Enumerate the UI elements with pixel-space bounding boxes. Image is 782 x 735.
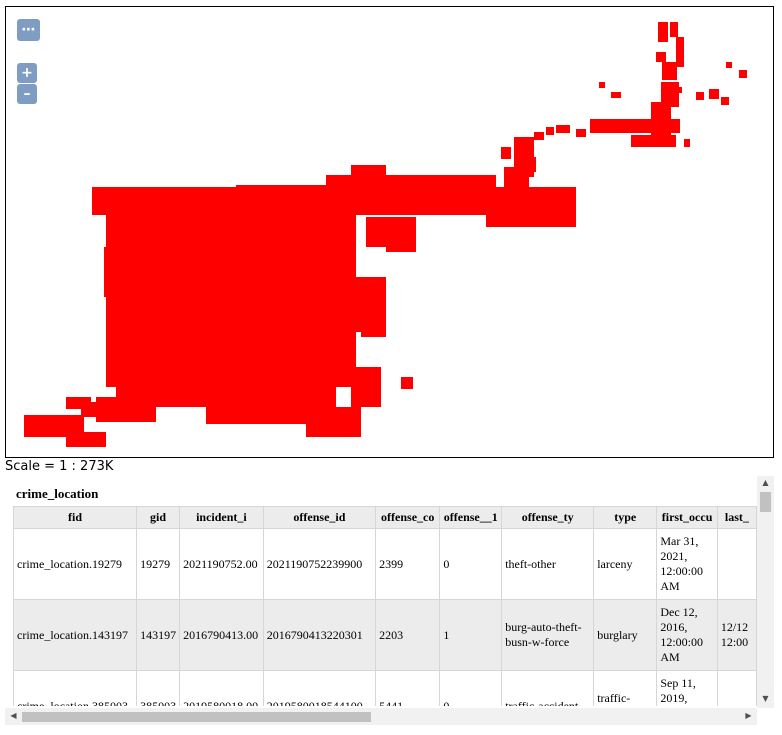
zoom-out-button[interactable]: – [17,84,37,104]
cell-offense-id: 2021190752239900 [262,528,377,600]
cell-fid: crime_location.19279 [13,528,138,600]
attribute-table-viewport[interactable]: fid gid incident_i offense_id offense_co… [13,506,757,706]
cell-type: traffic-accident [593,670,658,706]
horizontal-scroll-thumb[interactable] [22,712,371,722]
cell-offense-1: 0 [439,528,503,600]
cell-offense-type: theft-other [501,528,595,600]
table-header-row: fid gid incident_i offense_id offense_co… [13,506,757,529]
column-header-offense-type[interactable]: offense_ty [501,506,595,529]
cell-first-occurrence: Sep 11, 2019, 12:00:00 AM [656,670,718,706]
cell-offense-id: 2019580018544100 [262,670,377,706]
attribute-table: fid gid incident_i offense_id offense_co… [13,506,757,706]
table-row[interactable]: crime_location.385003 385003 2019580018.… [13,670,757,706]
cell-first-occurrence: Mar 31, 2021, 12:00:00 AM [656,528,718,600]
cell-fid: crime_location.385003 [13,670,138,706]
column-header-last[interactable]: last_ [716,506,757,529]
horizontal-scrollbar[interactable]: ◀ ▶ [5,708,757,725]
column-header-offense-1[interactable]: offense__1 [439,506,503,529]
cell-offense-code: 2203 [375,599,441,671]
scroll-up-arrow-icon[interactable]: ▲ [762,478,769,487]
vertical-scrollbar[interactable]: ▲ ▼ [757,476,774,708]
scroll-right-arrow-icon[interactable]: ▶ [745,711,752,720]
cell-incident: 2021190752.00 [179,528,264,600]
cell-offense-code: 2399 [375,528,441,600]
layers-menu-button[interactable]: ⋯ [17,19,40,41]
map-view[interactable]: ⋯ + – [5,6,774,458]
cell-offense-type: burg-auto-theft-busn-w-force [501,599,595,671]
cell-last [716,670,757,706]
cell-offense-1: 0 [439,670,503,706]
scroll-left-arrow-icon[interactable]: ◀ [10,711,17,720]
column-header-type[interactable]: type [593,506,658,529]
table-row[interactable]: crime_location.19279 19279 2021190752.00… [13,528,757,600]
scroll-down-arrow-icon[interactable]: ▼ [762,694,769,703]
cell-gid: 143197 [136,599,181,671]
column-header-offense-id[interactable]: offense_id [262,506,377,529]
cell-incident: 2016790413.00 [179,599,264,671]
attribute-panel: crime_location fid gid incident_i offens… [5,476,774,726]
cell-first-occurrence: Dec 12, 2016, 12:00:00 AM [656,599,718,671]
cell-offense-1: 1 [439,599,503,671]
map-scale: Scale = 1 : 273K [5,459,114,474]
column-header-offense-code[interactable]: offense_co [375,506,441,529]
cell-offense-type: traffic-accident [501,670,595,706]
layer-title: crime_location [16,486,99,501]
column-header-fid[interactable]: fid [13,506,138,529]
cell-type: larceny [593,528,658,600]
vertical-scroll-thumb[interactable] [760,492,771,512]
cell-last [716,528,757,600]
column-header-first-occurrence[interactable]: first_occu [656,506,718,529]
cell-gid: 385003 [136,670,181,706]
cell-offense-id: 2016790413220301 [262,599,377,671]
cell-offense-code: 5441 [375,670,441,706]
cell-incident: 2019580018.00 [179,670,264,706]
cell-last: 12/12 12:00 [716,599,757,671]
crime-points-layer [24,22,747,447]
cell-fid: crime_location.143197 [13,599,138,671]
table-row[interactable]: crime_location.143197 143197 2016790413.… [13,599,757,671]
cell-type: burglary [593,599,658,671]
column-header-incident[interactable]: incident_i [179,506,264,529]
zoom-in-button[interactable]: + [17,63,37,83]
column-header-gid[interactable]: gid [136,506,181,529]
cell-gid: 19279 [136,528,181,600]
